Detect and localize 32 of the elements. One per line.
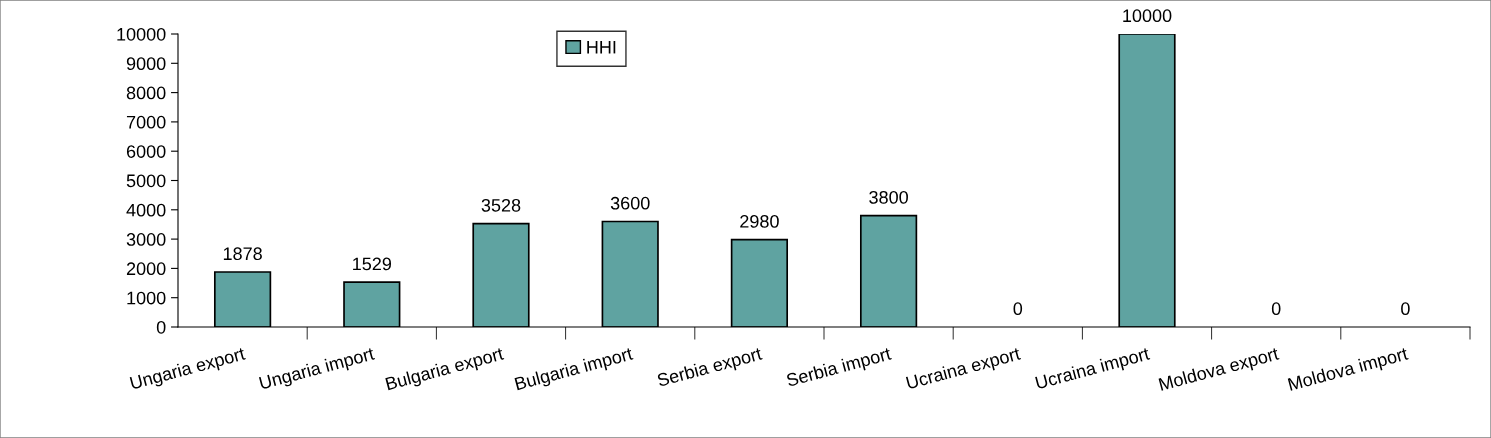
y-tick-label: 10000 xyxy=(117,27,166,41)
x-tick-label: Serbia import xyxy=(785,346,893,391)
x-tick-label: Serbia export xyxy=(656,346,764,391)
y-tick-label: 1000 xyxy=(127,291,166,305)
x-tick-label: Ucraina export xyxy=(905,346,1023,393)
data-label: 1529 xyxy=(353,257,392,271)
data-label: 3800 xyxy=(869,190,908,204)
data-label: 10000 xyxy=(1123,9,1172,23)
legend-label: HHI xyxy=(587,41,616,54)
y-tick-label: 9000 xyxy=(126,57,166,71)
data-label: 2980 xyxy=(740,215,779,228)
data-label: 0 xyxy=(1401,302,1410,316)
y-tick-label: 5000 xyxy=(126,174,166,188)
y-tick-label: 0 xyxy=(156,320,166,334)
y-tick-label: 8000 xyxy=(126,86,166,100)
y-tick-label: 2000 xyxy=(126,262,166,276)
data-label: 3528 xyxy=(481,198,521,212)
x-tick-label: Ungaria export xyxy=(129,346,247,393)
y-tick-label: 3000 xyxy=(126,233,166,246)
data-label: 0 xyxy=(1013,302,1023,316)
y-tick-label: 4000 xyxy=(126,203,166,217)
x-tick-label: Moldova import xyxy=(1287,346,1410,395)
data-label: 3600 xyxy=(610,196,650,210)
x-tick-label: Moldova export xyxy=(1158,346,1281,395)
x-tick-label: Ucraina import xyxy=(1034,346,1152,393)
data-label: 1878 xyxy=(223,247,262,261)
x-tick-label: Bulgaria export xyxy=(385,346,506,394)
x-tick-label: Ungaria import xyxy=(258,346,377,393)
data-label: 0 xyxy=(1271,302,1281,316)
y-tick-label: 7000 xyxy=(126,115,166,129)
y-tick-label: 6000 xyxy=(126,145,166,158)
x-tick-label: Bulgaria import xyxy=(514,346,635,394)
